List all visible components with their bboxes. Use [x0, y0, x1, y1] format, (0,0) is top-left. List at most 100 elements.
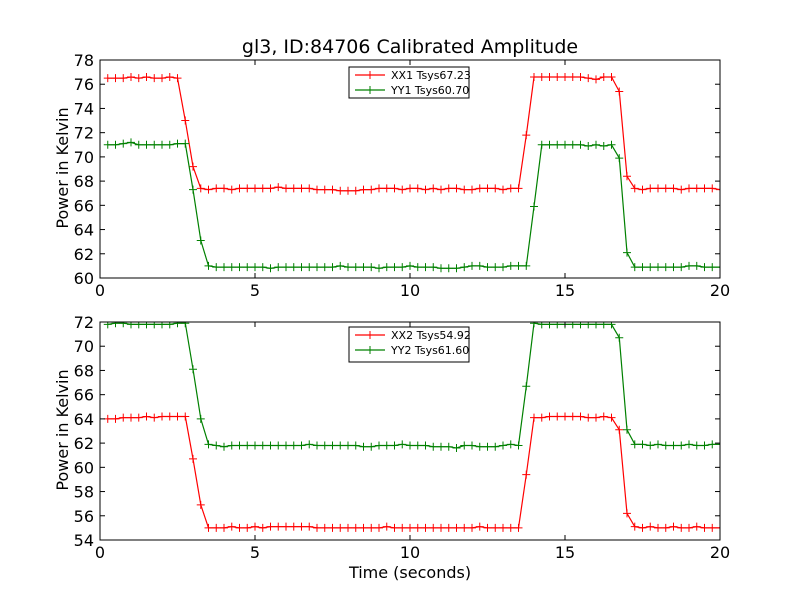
top-data-point — [313, 185, 321, 194]
bottom-data-point — [165, 412, 174, 421]
top-data-point — [406, 261, 414, 270]
bottom-data-point — [173, 412, 182, 421]
bottom-data-point — [584, 322, 593, 329]
top-data-point — [630, 263, 639, 272]
bottom-data-point — [142, 412, 151, 421]
top-data-point — [119, 74, 128, 83]
top-data-point — [475, 184, 484, 193]
bottom-data-point — [468, 441, 476, 450]
bottom-data-point — [305, 522, 314, 531]
top-y-tick-label: 62 — [74, 245, 94, 264]
top-data-point — [561, 72, 569, 81]
top-data-point — [173, 139, 182, 148]
top-data-point — [328, 185, 337, 194]
bottom-y-tick-label: 56 — [74, 507, 94, 526]
bottom-data-point — [685, 523, 693, 532]
top-data-point — [483, 263, 492, 272]
bottom-data-point — [514, 523, 523, 532]
top-data-point — [119, 139, 128, 148]
top-data-point — [103, 140, 112, 149]
bottom-y-tick-label: 64 — [74, 410, 94, 429]
bottom-data-point — [274, 441, 283, 450]
bottom-data-point — [654, 523, 662, 532]
bottom-data-point — [576, 412, 585, 421]
bottom-x-tick-label: 0 — [95, 543, 105, 562]
bottom-data-point — [545, 412, 554, 421]
top-data-point — [545, 72, 554, 81]
bottom-data-point — [483, 442, 492, 451]
top-y-tick-label: 70 — [74, 148, 94, 167]
bottom-y-tick-label: 54 — [74, 531, 94, 550]
bottom-data-point — [537, 413, 546, 422]
bottom-data-point — [204, 440, 213, 449]
bottom-data-point — [452, 443, 461, 452]
top-data-point — [382, 184, 391, 193]
top-data-point — [669, 263, 678, 272]
bottom-data-point — [367, 523, 376, 532]
top-data-point — [165, 140, 174, 149]
bottom-data-point — [359, 442, 368, 451]
bottom-x-tick-label: 15 — [555, 543, 575, 562]
bottom-data-point — [444, 442, 453, 451]
top-data-point — [700, 263, 709, 272]
top-data-point — [468, 261, 476, 270]
bottom-data-point — [413, 441, 422, 450]
top-data-point — [251, 184, 259, 193]
bottom-legend: XX2 Tsys54.92 YY2 Tsys61.60 — [348, 326, 471, 363]
top-data-point — [499, 185, 507, 194]
top-data-point — [460, 185, 469, 194]
top-data-point — [506, 184, 515, 193]
top-data-point — [677, 263, 686, 272]
top-data-point — [189, 162, 197, 171]
top-data-point — [406, 184, 414, 193]
top-data-point — [134, 140, 143, 149]
x-axis-label: Time (seconds) — [348, 563, 471, 582]
top-data-point — [615, 154, 624, 163]
bottom-data-point — [638, 523, 647, 532]
top-data-point — [243, 263, 252, 272]
top-data-point — [561, 140, 569, 149]
top-data-point — [204, 261, 213, 270]
bottom-series-2 — [103, 322, 720, 452]
bottom-data-point — [615, 333, 624, 342]
bottom-data-point — [243, 523, 252, 532]
bottom-data-point — [576, 322, 585, 329]
bottom-data-point — [545, 322, 554, 329]
chart-title: gl3, ID:84706 Calibrated Amplitude — [242, 36, 578, 58]
bottom-data-point — [623, 425, 631, 434]
bottom-data-point — [351, 523, 360, 532]
top-data-point — [150, 74, 159, 83]
bottom-data-point — [708, 440, 717, 449]
top-data-point — [607, 72, 616, 81]
bottom-data-point — [344, 523, 352, 532]
top-x-tick-label: 20 — [710, 281, 730, 300]
top-data-point — [437, 185, 445, 194]
top-legend-label: XX1 Tsys67.23 — [391, 69, 471, 82]
bottom-data-point — [530, 413, 538, 422]
top-data-point — [685, 261, 693, 270]
bottom-data-point — [189, 365, 197, 374]
top-data-point — [491, 184, 500, 193]
bottom-legend-label: YY2 Tsys61.60 — [390, 344, 469, 357]
bottom-data-point — [475, 522, 484, 531]
bottom-data-point — [251, 441, 259, 450]
bottom-legend-marker — [366, 331, 374, 339]
top-data-point — [375, 184, 383, 193]
bottom-data-point — [289, 522, 298, 531]
top-subplot: Power in Kelvin 0 5 10 15 20 60 62 64 66 68 70 72 74… — [53, 51, 730, 300]
bottom-data-point — [669, 441, 678, 450]
bottom-data-point — [181, 322, 190, 328]
top-data-point — [429, 263, 438, 272]
top-data-point — [111, 74, 120, 83]
top-data-point — [483, 184, 492, 193]
bottom-data-point — [320, 523, 329, 532]
top-y-tick-label: 72 — [74, 124, 94, 143]
bottom-data-point — [351, 441, 360, 450]
top-data-point — [258, 184, 267, 193]
top-data-point — [227, 185, 236, 194]
top-data-point — [708, 263, 717, 272]
top-data-point — [305, 263, 314, 272]
top-data-point — [514, 261, 523, 270]
bottom-data-point — [584, 413, 593, 422]
top-x-tick-label: 15 — [555, 281, 575, 300]
